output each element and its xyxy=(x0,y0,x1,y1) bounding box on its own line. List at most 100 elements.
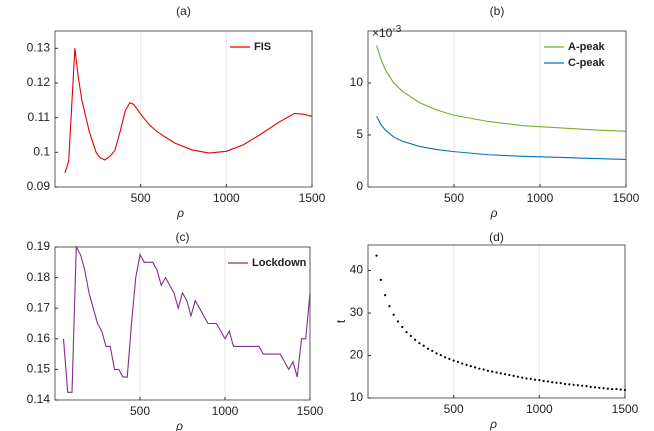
legend-label: Lockdown xyxy=(252,257,307,269)
exponent-base: ×10 xyxy=(372,26,393,40)
point xyxy=(456,360,460,363)
panel-title: (a) xyxy=(176,4,191,18)
x-tick-label: 1000 xyxy=(212,404,239,418)
point xyxy=(426,347,430,350)
point xyxy=(508,373,511,377)
y-exponent-label: ×10-3 xyxy=(372,24,402,41)
point xyxy=(448,357,451,360)
point xyxy=(568,383,571,386)
panel: (d) 500 1000 1500 10 20 30 40 ρ t xyxy=(334,230,638,431)
y-tick-label: 0.12 xyxy=(27,75,51,89)
point xyxy=(461,362,464,365)
point xyxy=(414,338,417,341)
point xyxy=(555,381,558,384)
point xyxy=(572,383,575,386)
legend-label: A-peak xyxy=(568,41,606,53)
x-tick-label: 1000 xyxy=(526,402,553,416)
point xyxy=(593,386,597,389)
point xyxy=(375,254,378,257)
point xyxy=(551,381,554,384)
y-tick-label: 0.13 xyxy=(27,41,51,55)
point xyxy=(598,386,601,389)
x-tick-label: 1000 xyxy=(213,191,240,205)
x-tick-label: 1500 xyxy=(297,404,324,418)
point xyxy=(431,349,434,352)
point xyxy=(435,352,438,355)
point xyxy=(384,294,387,297)
point xyxy=(542,379,545,383)
point xyxy=(396,320,400,323)
x-axis-label: ρ xyxy=(490,206,498,220)
point xyxy=(499,372,502,375)
y-tick-label: 0.18 xyxy=(27,270,51,284)
point xyxy=(546,380,550,383)
y-tick-label: 30 xyxy=(350,305,364,319)
panel: (c) 500 1000 1500 0.14 0.15 0.16 0.17 0.18 0.19 ρ L… xyxy=(27,230,324,431)
point xyxy=(495,371,498,374)
y-tick-label: 0.19 xyxy=(27,239,51,253)
x-tick-label: 1500 xyxy=(612,402,639,416)
point xyxy=(589,385,592,389)
point xyxy=(409,334,412,338)
y-tick-label: 0.17 xyxy=(27,300,51,314)
point xyxy=(465,363,468,366)
point xyxy=(516,375,520,378)
point xyxy=(473,366,477,369)
panel-title: (d) xyxy=(489,230,504,244)
point xyxy=(452,359,455,362)
x-axis-label: ρ xyxy=(175,419,183,431)
series-line xyxy=(376,116,627,160)
point xyxy=(379,278,382,281)
point xyxy=(388,305,391,308)
y-tick-label: 0.16 xyxy=(27,331,51,345)
legend-label: FIS xyxy=(254,41,271,53)
point xyxy=(482,368,485,371)
panel: (a) 500 1000 1500 0.09 0.1 0.11 0.12 0.13 ρ FIS xyxy=(27,4,326,220)
point xyxy=(538,379,541,382)
point xyxy=(559,382,562,385)
x-tick-label: 1000 xyxy=(527,191,554,205)
point xyxy=(469,365,472,368)
point xyxy=(615,387,618,391)
y-tick-label: 0.11 xyxy=(28,110,51,124)
y-tick-label: 20 xyxy=(350,348,364,362)
point xyxy=(512,374,515,377)
point xyxy=(422,344,425,347)
panel: (b) 500 1000 1500 0 5 10 ρ ×10-3 A-peak C-peak xyxy=(350,4,640,220)
y-tick-label: 0.15 xyxy=(27,362,51,376)
point xyxy=(563,382,567,386)
axes-box xyxy=(367,30,627,188)
point xyxy=(525,377,528,380)
panel-title: (b) xyxy=(490,4,505,18)
x-axis-label: ρ xyxy=(176,206,184,220)
series-line xyxy=(376,45,627,132)
y-tick-label: 5 xyxy=(356,127,363,141)
point xyxy=(486,369,490,372)
y-axis-label: t xyxy=(334,319,348,323)
point xyxy=(533,378,537,381)
point xyxy=(478,367,481,370)
point xyxy=(439,353,442,357)
axes-box xyxy=(54,30,313,188)
point xyxy=(576,384,579,387)
point xyxy=(401,325,404,329)
y-tick-label: 10 xyxy=(350,75,364,89)
point xyxy=(602,387,605,390)
point xyxy=(585,385,588,388)
y-tick-label: 0.14 xyxy=(27,392,51,406)
point xyxy=(619,388,622,391)
y-tick-label: 10 xyxy=(350,390,364,404)
y-tick-label: 0.09 xyxy=(27,179,51,193)
point xyxy=(623,388,627,392)
series-line xyxy=(62,244,311,393)
x-tick-label: 500 xyxy=(130,404,150,418)
point xyxy=(581,384,584,387)
point xyxy=(503,373,507,376)
point xyxy=(491,370,494,373)
x-tick-label: 500 xyxy=(444,191,464,205)
x-tick-label: 1500 xyxy=(299,191,326,205)
axes-box xyxy=(54,246,311,401)
x-axis-label: ρ xyxy=(489,417,497,431)
